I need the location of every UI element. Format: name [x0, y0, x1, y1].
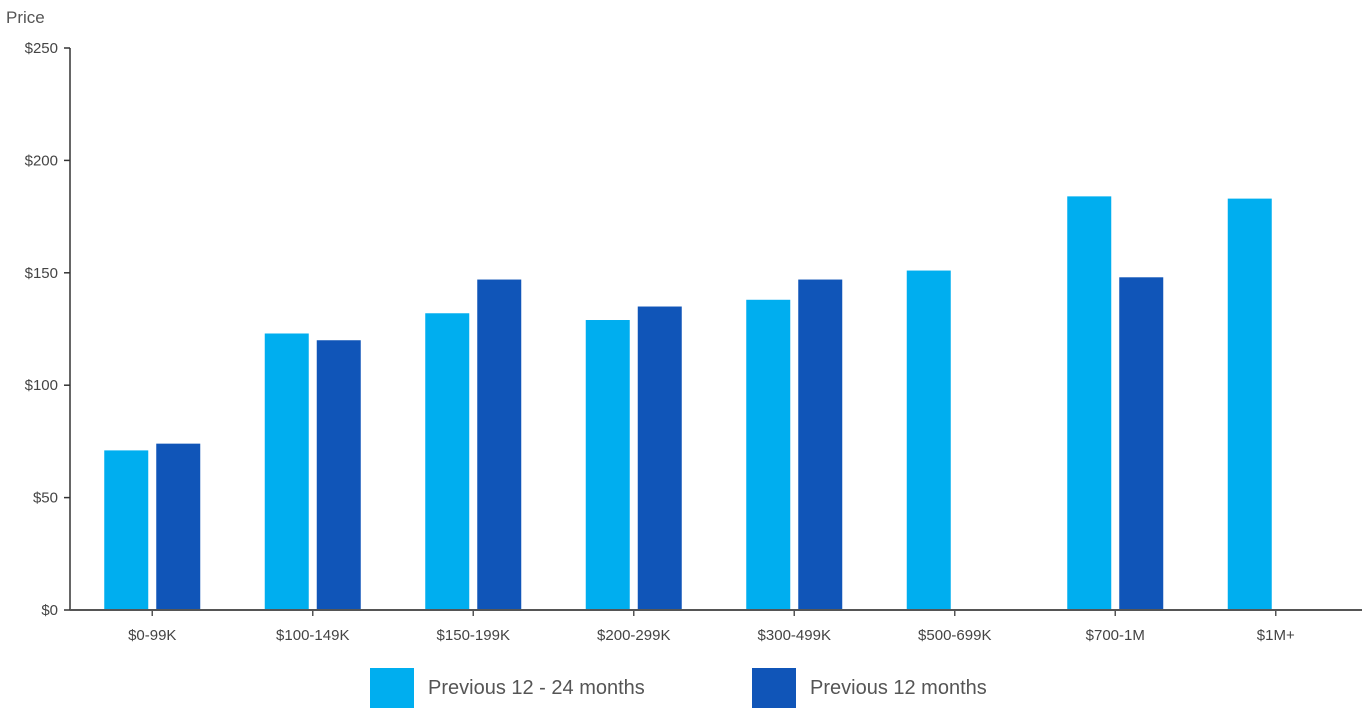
bar-prev-12-24-6[interactable] [1067, 196, 1112, 611]
bar-prev-12-24-7[interactable] [1227, 198, 1272, 610]
legend-label-series-2: Previous 12 months [810, 676, 987, 699]
bar-prev-12-24-5[interactable] [906, 270, 951, 610]
y-axis-title: Price [6, 8, 45, 27]
bar-prev-12-4[interactable] [798, 279, 843, 610]
legend-swatch-series-1 [370, 668, 414, 708]
y-axis: $0 $50 $100 $150 $200 $250 [25, 40, 70, 619]
x-tick-label: $150-199K [437, 627, 510, 644]
y-tick-label: $0 [41, 602, 58, 619]
x-axis: $0-99K $100-149K $150-199K $200-299K $300-49… [128, 610, 1295, 644]
bar-chart: Price $0 $50 $100 $150 $200 $250 $0-99K $100-1… [6, 8, 1362, 644]
bar-prev-12-0[interactable] [156, 443, 201, 610]
x-tick-label: $0-99K [128, 627, 176, 644]
legend-item-series-2[interactable]: Previous 12 months [752, 668, 987, 708]
y-tick-label: $250 [25, 40, 58, 57]
x-tick-label: $300-499K [758, 627, 831, 644]
x-tick-label: $1M+ [1257, 627, 1295, 644]
x-tick-label: $200-299K [597, 627, 670, 644]
x-tick-label: $700-1M [1086, 627, 1145, 644]
bar-prev-12-24-4[interactable] [746, 299, 791, 610]
bar-prev-12-6[interactable] [1119, 277, 1164, 610]
y-tick-label: $150 [25, 265, 58, 282]
bar-prev-12-2[interactable] [477, 279, 522, 610]
bar-prev-12-24-2[interactable] [425, 313, 470, 610]
y-tick-label: $50 [33, 490, 58, 507]
x-tick-label: $100-149K [276, 627, 349, 644]
bar-prev-12-3[interactable] [637, 306, 682, 610]
legend-label-series-1: Previous 12 - 24 months [428, 676, 645, 699]
bar-prev-12-24-0[interactable] [104, 450, 149, 610]
y-tick-label: $100 [25, 377, 58, 394]
legend-swatch-series-2 [752, 668, 796, 708]
bar-prev-12-24-3[interactable] [585, 320, 630, 610]
legend-item-series-1[interactable]: Previous 12 - 24 months [370, 668, 645, 708]
bar-prev-12-24-1[interactable] [264, 333, 309, 610]
bars-group [104, 196, 1272, 611]
y-tick-label: $200 [25, 152, 58, 169]
bar-prev-12-1[interactable] [316, 340, 361, 610]
legend: Previous 12 - 24 months Previous 12 mont… [0, 668, 1364, 708]
x-tick-label: $500-699K [918, 627, 991, 644]
